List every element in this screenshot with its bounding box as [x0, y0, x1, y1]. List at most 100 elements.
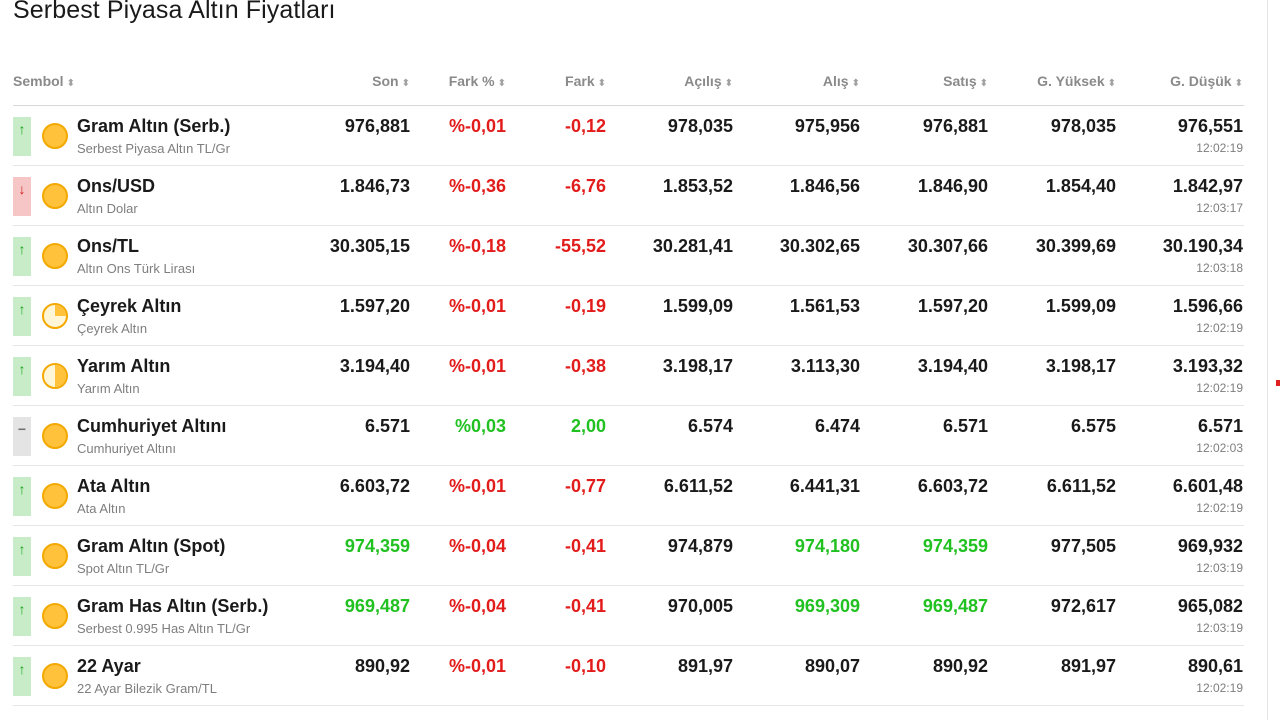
gold-coin-icon: [42, 363, 68, 389]
column-header-label: Son: [372, 73, 399, 89]
cell-acilis: 6.611,52: [663, 476, 733, 496]
cell-alis: 969,309: [794, 596, 860, 616]
table-row[interactable]: − Cumhuriyet Altını Cumhuriyet Altını 6.571…: [13, 406, 1244, 466]
table-row[interactable]: ↑ Gram Altın (Spot) Spot Altın TL/Gr 974,35…: [13, 526, 1244, 586]
table-header: Sembol ⬍ Son ⬍ Fark % ⬍ Fark ⬍ Açılış ⬍ Alış ⬍ Satış…: [13, 66, 1244, 106]
gold-coin-icon: [42, 123, 68, 149]
cell-acilis: 1.853,52: [662, 176, 733, 196]
sort-icon[interactable]: ⬍: [1107, 78, 1116, 89]
symbol-name[interactable]: Cumhuriyet Altını: [77, 416, 227, 436]
cell-satis: 6.603,72: [917, 476, 988, 496]
symbol-description: Yarım Altın: [77, 381, 140, 396]
column-header-label: Satış: [943, 73, 977, 89]
sort-icon[interactable]: ⬍: [401, 78, 410, 89]
table-row[interactable]: ↑ Gram Altın (Serb.) Serbest Piyasa Altın …: [13, 106, 1244, 166]
cell-alis: 1.846,56: [789, 176, 860, 196]
cell-fark-pct: %-0,01: [448, 476, 506, 496]
arrow-up-icon: ↑: [13, 537, 31, 576]
column-header-label: Fark: [565, 73, 595, 89]
column-header-sembol[interactable]: Sembol ⬍: [13, 66, 75, 96]
dash-icon: −: [13, 417, 31, 456]
update-time: 12:02:19: [1196, 681, 1243, 695]
symbol-description: Spot Altın TL/Gr: [77, 561, 170, 576]
update-time: 12:03:19: [1196, 621, 1243, 635]
cell-g-yuksek: 6.575: [1070, 416, 1116, 436]
table-row[interactable]: ↑ Yarım Altın Yarım Altın 3.194,40 %-0,01 -0,…: [13, 346, 1244, 406]
cell-g-dusuk: 890,61: [1187, 656, 1243, 676]
cell-son: 6.571: [364, 416, 410, 436]
cell-son: 1.597,20: [339, 296, 410, 316]
symbol-name[interactable]: 22 Ayar: [77, 656, 141, 676]
column-header-son[interactable]: Son ⬍: [372, 66, 410, 96]
table-row[interactable]: ↓ Ons/USD Altın Dolar 1.846,73 %-0,36 -6,76 1.…: [13, 166, 1244, 226]
cell-satis: 1.846,90: [917, 176, 988, 196]
arrow-up-icon: ↑: [13, 357, 31, 396]
gold-coin-icon: [42, 423, 68, 449]
cell-satis: 890,92: [932, 656, 988, 676]
symbol-name[interactable]: Gram Altın (Spot): [77, 536, 226, 556]
cell-acilis: 6.574: [687, 416, 733, 436]
cell-g-dusuk: 6.571: [1197, 416, 1243, 436]
cell-alis: 974,180: [794, 536, 860, 556]
column-header-g-dusuk[interactable]: G. Düşük ⬍: [1170, 66, 1243, 96]
cell-son: 3.194,40: [339, 356, 410, 376]
arrow-down-icon: ↓: [13, 177, 31, 216]
symbol-name[interactable]: Yarım Altın: [77, 356, 171, 376]
table-row[interactable]: ↑ Ons/TL Altın Ons Türk Lirası 30.305,15 %-0…: [13, 226, 1244, 286]
sort-icon[interactable]: ⬍: [724, 78, 733, 89]
column-header-fark[interactable]: Fark ⬍: [565, 66, 606, 96]
cell-fark: -0,10: [564, 656, 606, 676]
sort-icon[interactable]: ⬍: [497, 78, 506, 89]
cell-acilis: 3.198,17: [662, 356, 733, 376]
table-row[interactable]: ↑ Gram Has Altın (Serb.) Serbest 0.995 Has…: [13, 586, 1244, 646]
sort-icon[interactable]: ⬍: [597, 78, 606, 89]
cell-son: 974,359: [344, 536, 410, 556]
cell-fark-pct: %0,03: [454, 416, 506, 436]
cell-satis: 30.307,66: [907, 236, 988, 256]
table-row[interactable]: ↑ Çeyrek Altın Çeyrek Altın 1.597,20 %-0,01 -…: [13, 286, 1244, 346]
cell-fark-pct: %-0,36: [448, 176, 506, 196]
symbol-name[interactable]: Ons/TL: [77, 236, 139, 256]
column-header-alis[interactable]: Alış ⬍: [823, 66, 860, 96]
column-header-acilis[interactable]: Açılış ⬍: [684, 66, 733, 96]
symbol-description: Altın Ons Türk Lirası: [77, 261, 196, 276]
cell-acilis: 970,005: [667, 596, 733, 616]
cell-fark: -0,12: [564, 116, 606, 136]
gold-coin-icon: [42, 243, 68, 269]
sort-icon[interactable]: ⬍: [1234, 78, 1243, 89]
cell-g-dusuk: 3.193,32: [1172, 356, 1243, 376]
update-time: 12:03:19: [1196, 561, 1243, 575]
cell-g-yuksek: 6.611,52: [1046, 476, 1116, 496]
cell-satis: 1.597,20: [917, 296, 988, 316]
table-row[interactable]: ↑ 22 Ayar 22 Ayar Bilezik Gram/TL 890,92 %-0…: [13, 646, 1244, 706]
cell-son: 976,881: [344, 116, 410, 136]
symbol-name[interactable]: Ata Altın: [77, 476, 151, 496]
column-header-satis[interactable]: Satış ⬍: [943, 66, 988, 96]
gold-coin-icon: [42, 543, 68, 569]
table-row[interactable]: ↑ Ata Altın Ata Altın 6.603,72 %-0,01 -0,77 6.…: [13, 466, 1244, 526]
sort-icon[interactable]: ⬍: [66, 78, 75, 89]
cell-g-dusuk: 965,082: [1177, 596, 1243, 616]
sort-icon[interactable]: ⬍: [979, 78, 988, 89]
cell-fark: -0,41: [564, 536, 606, 556]
symbol-name[interactable]: Gram Has Altın (Serb.): [77, 596, 269, 616]
cell-alis: 6.441,31: [789, 476, 860, 496]
symbol-name[interactable]: Ons/USD: [77, 176, 156, 196]
cell-acilis: 30.281,41: [652, 236, 733, 256]
cell-g-yuksek: 3.198,17: [1045, 356, 1116, 376]
symbol-name[interactable]: Gram Altın (Serb.): [77, 116, 231, 136]
cell-fark: -0,19: [564, 296, 606, 316]
update-time: 12:03:17: [1196, 201, 1243, 215]
cell-fark: 2,00: [570, 416, 606, 436]
cell-fark-pct: %-0,01: [448, 356, 506, 376]
cell-g-yuksek: 978,035: [1050, 116, 1116, 136]
column-header-fark-pct[interactable]: Fark % ⬍: [449, 66, 506, 96]
column-header-g-yuksek[interactable]: G. Yüksek ⬍: [1037, 66, 1116, 96]
cell-fark: -0,77: [564, 476, 606, 496]
arrow-up-icon: ↑: [13, 477, 31, 516]
cell-g-yuksek: 30.399,69: [1035, 236, 1116, 256]
gold-coin-icon: [42, 603, 68, 629]
symbol-description: Cumhuriyet Altını: [77, 441, 176, 456]
sort-icon[interactable]: ⬍: [851, 78, 860, 89]
symbol-name[interactable]: Çeyrek Altın: [77, 296, 182, 316]
